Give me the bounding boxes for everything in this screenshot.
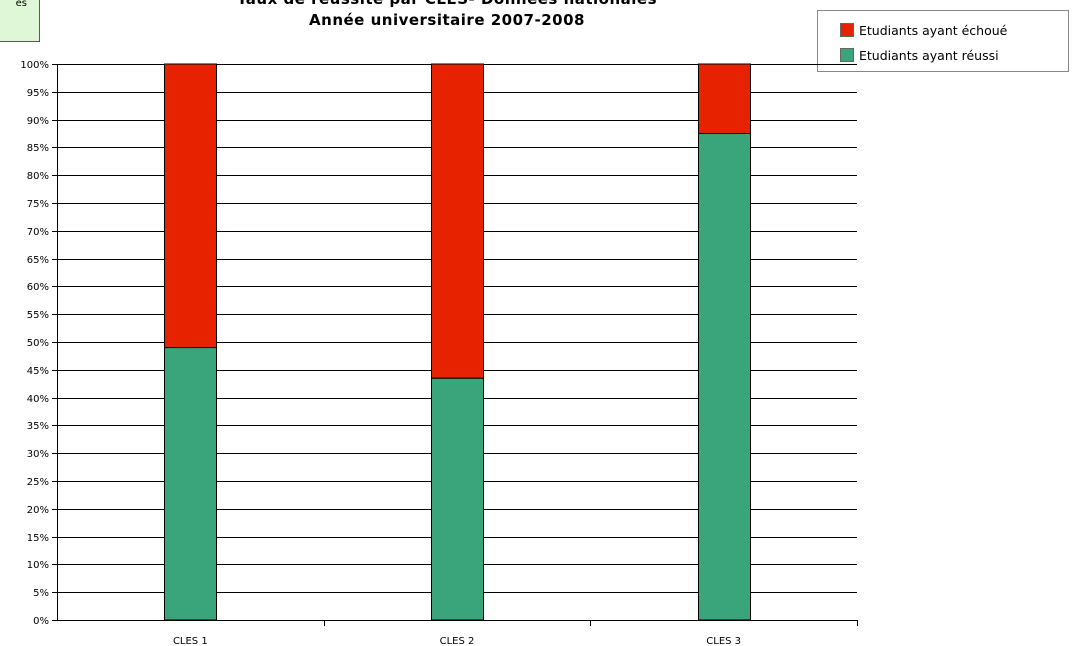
chart-subtitle: Année universitaire 2007-2008	[309, 11, 585, 29]
y-tick-label: 45%	[27, 366, 49, 377]
y-tick-label: 80%	[27, 171, 49, 182]
y-tick-label: 25%	[27, 477, 49, 488]
y-tick-label: 100%	[20, 60, 49, 71]
legend-swatch-passed	[840, 48, 854, 62]
chart-title: Taux de réussite par CLES- Données natio…	[0, 0, 894, 8]
bar-failed	[164, 63, 217, 349]
bar-passed	[698, 133, 751, 621]
y-tick-label: 85%	[27, 143, 49, 154]
x-category-label: CLES 3	[706, 636, 741, 646]
y-tick-label: 75%	[27, 199, 49, 210]
legend-item-failed: Etudiants ayant échoué	[840, 21, 1007, 39]
legend-label-failed: Etudiants ayant échoué	[859, 22, 1008, 38]
y-tick-label: 70%	[27, 227, 49, 238]
legend: Etudiants ayant échoué Etudiants ayant r…	[817, 10, 1069, 72]
x-category-label: CLES 1	[173, 636, 208, 646]
y-tick-label: 10%	[27, 560, 49, 571]
y-tick-label: 65%	[27, 255, 49, 266]
y-tick-label: 20%	[27, 505, 49, 516]
y-tick-label: 35%	[27, 421, 49, 432]
y-tick-label: 50%	[27, 338, 49, 349]
y-tick-label: 40%	[27, 394, 49, 405]
legend-swatch-failed	[840, 23, 854, 37]
note-box: es	[0, 0, 40, 42]
bar-passed	[431, 377, 484, 621]
legend-item-passed: Etudiants ayant réussi	[840, 46, 999, 64]
x-category-label: CLES 2	[440, 636, 475, 646]
bar-failed	[698, 63, 751, 134]
legend-label-passed: Etudiants ayant réussi	[859, 47, 999, 63]
y-tick-label: 0%	[33, 616, 49, 627]
y-tick-label: 60%	[27, 282, 49, 293]
note-text: es	[15, 0, 27, 9]
y-tick-label: 90%	[27, 116, 49, 127]
bar-failed	[431, 63, 484, 379]
y-tick-label: 55%	[27, 310, 49, 321]
bar-passed	[164, 347, 217, 621]
y-tick-label: 95%	[27, 88, 49, 99]
y-tick-label: 30%	[27, 449, 49, 460]
y-tick-label: 15%	[27, 533, 49, 544]
y-tick-label: 5%	[33, 588, 49, 599]
